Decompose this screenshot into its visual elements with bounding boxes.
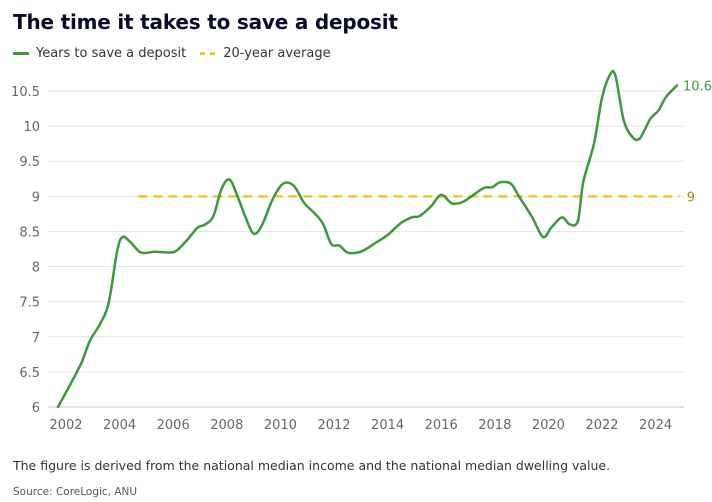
x-tick-label: 2016: [425, 418, 458, 433]
x-tick-label: 2024: [639, 418, 672, 433]
x-tick-label: 2012: [317, 418, 350, 433]
y-tick-label: 7.5: [19, 296, 40, 311]
y-tick-label: 9: [32, 190, 40, 205]
x-tick-label: 2014: [371, 418, 404, 433]
chart-source: Source: CoreLogic, ANU: [13, 486, 138, 498]
series-line-years-to-save: [56, 69, 679, 409]
chart-title: The time it takes to save a deposit: [13, 10, 398, 34]
legend-swatch-average: [200, 52, 217, 55]
x-tick-label: 2006: [157, 418, 190, 433]
y-tick-label: 10.5: [11, 85, 40, 100]
x-tick-label: 2022: [585, 418, 618, 433]
y-tick-label: 8: [32, 261, 40, 276]
end-label-20-year-average: 9: [687, 190, 695, 205]
legend-swatch-years: [13, 52, 29, 55]
y-tick-label: 6: [32, 401, 40, 416]
x-tick-label: 2020: [532, 418, 565, 433]
chart-note: The figure is derived from the national …: [13, 458, 611, 473]
y-tick-label: 10: [23, 120, 40, 135]
x-tick-label: 2002: [49, 418, 82, 433]
legend: Years to save a deposit 20-year average: [13, 46, 345, 61]
x-tick-label: 2008: [210, 418, 243, 433]
end-label-years-to-save: 10.6: [683, 79, 712, 94]
y-tick-label: 9.5: [19, 155, 40, 170]
y-tick-label: 6.5: [19, 366, 40, 381]
y-tick-label: 7: [32, 331, 40, 346]
x-tick-label: 2010: [264, 418, 297, 433]
legend-item-average: 20-year average: [200, 46, 331, 61]
x-tick-label: 2018: [478, 418, 511, 433]
legend-label-average: 20-year average: [223, 46, 331, 61]
legend-item-years: Years to save a deposit: [13, 46, 186, 61]
x-tick-label: 2004: [103, 418, 136, 433]
legend-label-years: Years to save a deposit: [36, 46, 187, 61]
y-tick-label: 8.5: [19, 225, 40, 240]
